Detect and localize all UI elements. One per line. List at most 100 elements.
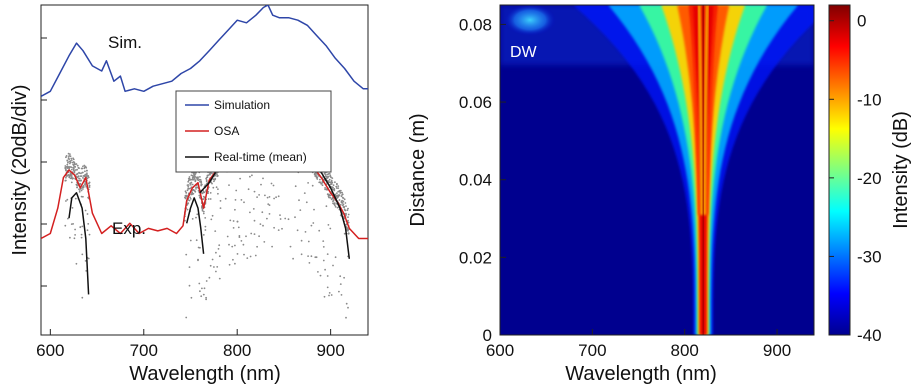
scatter-point bbox=[239, 177, 242, 180]
scatter-point bbox=[281, 227, 283, 230]
colorbar-gradient bbox=[828, 4, 851, 336]
scatter-point bbox=[243, 201, 245, 204]
scatter-point bbox=[189, 196, 192, 199]
colorbar-tick-label-1: -10 bbox=[857, 90, 882, 109]
scatter-point bbox=[342, 203, 345, 206]
scatter-point bbox=[323, 295, 326, 298]
scatter-point bbox=[184, 197, 187, 200]
heatmap-streak-0 bbox=[689, 5, 702, 216]
scatter-point bbox=[330, 294, 333, 296]
scatter-point bbox=[256, 196, 258, 199]
right-x-tick-label-3: 900 bbox=[763, 341, 791, 360]
scatter-point bbox=[84, 175, 86, 178]
scatter-point bbox=[210, 218, 213, 221]
scatter-point bbox=[201, 209, 204, 212]
scatter-point bbox=[231, 245, 234, 248]
scatter-point bbox=[334, 202, 336, 205]
scatter-point bbox=[347, 306, 349, 309]
scatter-point bbox=[187, 184, 190, 186]
scatter-point bbox=[326, 275, 329, 277]
scatter-point bbox=[65, 200, 67, 202]
scatter-point bbox=[342, 200, 345, 203]
scatter-point bbox=[334, 181, 336, 184]
scatter-point bbox=[338, 290, 340, 293]
scatter-point bbox=[336, 206, 339, 209]
scatter-point bbox=[243, 253, 245, 256]
scatter-point bbox=[77, 175, 80, 178]
scatter-point bbox=[194, 190, 197, 193]
colorbar: 0 -10 -20 -30 -40 Intensity (dB) bbox=[828, 4, 912, 345]
left-x-tick-label-1: 700 bbox=[130, 341, 158, 360]
scatter-point bbox=[334, 204, 336, 207]
scatter-point bbox=[86, 213, 89, 215]
scatter-point bbox=[86, 172, 88, 175]
scatter-point bbox=[84, 209, 87, 212]
scatter-point bbox=[197, 176, 199, 179]
scatter-point bbox=[209, 192, 212, 194]
heatmap bbox=[500, 5, 814, 335]
scatter-point bbox=[311, 184, 314, 187]
scatter-point bbox=[204, 225, 207, 228]
scatter-point bbox=[247, 188, 250, 191]
scatter-point bbox=[186, 184, 189, 187]
scatter-point bbox=[213, 266, 215, 268]
scatter-point bbox=[189, 187, 192, 190]
scatter-point bbox=[333, 189, 336, 192]
scatter-point bbox=[72, 158, 75, 161]
heatmap-streak-1 bbox=[705, 5, 717, 216]
scatter-point bbox=[192, 178, 195, 181]
scatter-point bbox=[213, 180, 215, 183]
scatter-point bbox=[330, 183, 333, 186]
scatter-point bbox=[329, 194, 332, 197]
scatter-point bbox=[224, 197, 227, 200]
annotation-exp: Exp. bbox=[112, 219, 146, 238]
scatter-point bbox=[234, 244, 236, 247]
scatter-point bbox=[88, 181, 91, 184]
scatter-point bbox=[332, 202, 334, 205]
colorbar-tick-label-4: -40 bbox=[857, 326, 882, 345]
scatter-point bbox=[70, 168, 73, 171]
scatter-point bbox=[314, 256, 317, 259]
scatter-point bbox=[64, 224, 67, 227]
scatter-point bbox=[228, 243, 230, 246]
scatter-point bbox=[202, 210, 205, 213]
scatter-point bbox=[273, 226, 275, 229]
scatter-point bbox=[81, 225, 84, 228]
left-chart: 600 700 800 900 Sim. Exp. Simulation OSA Re… bbox=[9, 4, 369, 385]
scatter-point bbox=[88, 233, 91, 236]
scatter-point bbox=[214, 230, 217, 233]
scatter-point bbox=[79, 226, 82, 229]
scatter-point bbox=[339, 275, 342, 278]
scatter-point bbox=[80, 189, 83, 192]
scatter-point bbox=[204, 217, 207, 219]
left-x-tick-label-0: 600 bbox=[36, 341, 64, 360]
scatter-point bbox=[202, 212, 205, 215]
scatter-point bbox=[86, 173, 88, 176]
scatter-point bbox=[334, 205, 337, 208]
right-x-tick-label-1: 700 bbox=[578, 341, 606, 360]
scatter-point bbox=[324, 187, 326, 189]
scatter-point bbox=[201, 287, 203, 290]
scatter-point bbox=[80, 175, 83, 178]
scatter-point bbox=[203, 287, 206, 290]
scatter-point bbox=[253, 190, 256, 193]
scatter-point bbox=[329, 227, 332, 230]
scatter-point bbox=[185, 316, 188, 319]
scatter-point bbox=[236, 253, 239, 255]
scatter-point bbox=[209, 264, 212, 267]
scatter-point bbox=[234, 208, 236, 211]
scatter-point bbox=[300, 239, 303, 242]
scatter-point bbox=[73, 237, 76, 240]
scatter-point bbox=[69, 161, 72, 164]
heatmap-streak-2 bbox=[697, 5, 704, 216]
scatter-point bbox=[258, 194, 260, 196]
scatter-point bbox=[73, 171, 76, 174]
scatter-point bbox=[82, 185, 85, 188]
right-y-tick-label-2: 0.04 bbox=[459, 171, 492, 190]
scatter-point bbox=[347, 207, 349, 210]
scatter-point bbox=[85, 185, 88, 188]
scatter-point bbox=[332, 184, 335, 187]
scatter-point bbox=[234, 199, 237, 201]
scatter-point bbox=[253, 233, 256, 236]
scatter-point bbox=[279, 218, 282, 220]
